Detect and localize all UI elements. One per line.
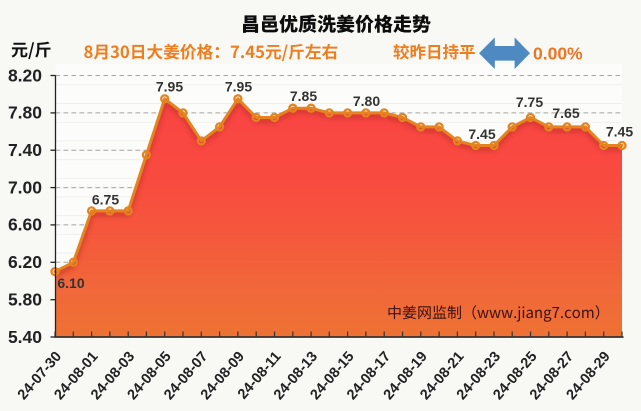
svg-text:7.75: 7.75 bbox=[516, 94, 543, 110]
svg-text:6.60: 6.60 bbox=[8, 215, 42, 235]
svg-text:7.40: 7.40 bbox=[8, 140, 42, 160]
svg-text:7.45: 7.45 bbox=[606, 124, 633, 140]
svg-text:6.20: 6.20 bbox=[8, 252, 42, 272]
svg-text:7.95: 7.95 bbox=[225, 79, 252, 95]
svg-text:8.20: 8.20 bbox=[8, 65, 42, 85]
svg-text:7.85: 7.85 bbox=[290, 88, 317, 104]
svg-text:7.80: 7.80 bbox=[353, 93, 380, 109]
svg-text:7.45: 7.45 bbox=[468, 126, 495, 142]
svg-text:5.40: 5.40 bbox=[8, 327, 42, 347]
svg-text:7.65: 7.65 bbox=[552, 105, 579, 121]
svg-text:0.00%: 0.00% bbox=[533, 43, 583, 63]
svg-text:6.10: 6.10 bbox=[57, 275, 84, 291]
svg-text:7.95: 7.95 bbox=[156, 79, 183, 95]
svg-text:6.75: 6.75 bbox=[92, 192, 119, 208]
svg-text:7.00: 7.00 bbox=[8, 177, 42, 197]
svg-text:7.80: 7.80 bbox=[8, 103, 42, 123]
svg-text:5.80: 5.80 bbox=[8, 290, 42, 310]
